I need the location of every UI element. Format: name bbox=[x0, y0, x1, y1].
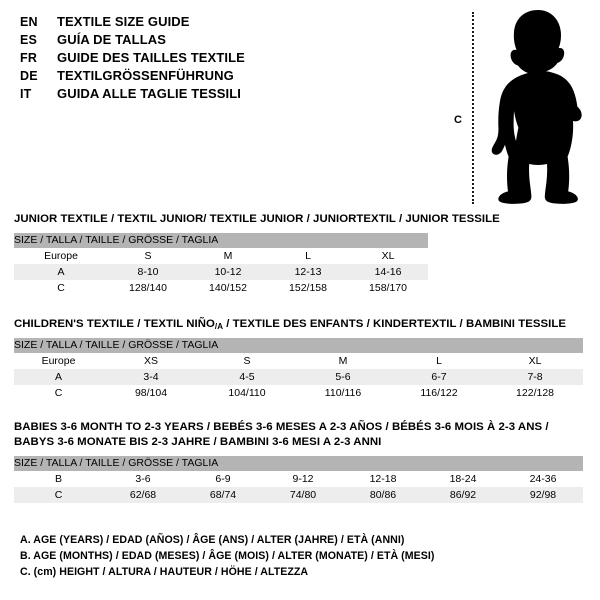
language-title-list: EN TEXTILE SIZE GUIDE ES GUÍA DE TALLAS … bbox=[20, 14, 420, 104]
babies-section-title-line1: BABIES 3-6 MONTH TO 2-3 YEARS / BEBÉS 3-… bbox=[14, 421, 549, 433]
row-label: C bbox=[14, 385, 103, 401]
table-row: C 62/68 68/74 74/80 80/86 86/92 92/98 bbox=[14, 487, 584, 503]
table-cell: 9-12 bbox=[263, 471, 343, 487]
legend-item-a: A. AGE (YEARS) / EDAD (AÑOS) / ÂGE (ANS)… bbox=[20, 534, 405, 546]
table-row: C 128/140 140/152 152/158 158/170 bbox=[14, 280, 429, 296]
table-cell: 62/68 bbox=[103, 487, 183, 503]
language-title: GUIDE DES TAILLES TEXTILE bbox=[57, 50, 245, 65]
language-code: ES bbox=[20, 33, 38, 47]
table-cell: XL bbox=[487, 353, 584, 369]
language-row-fr: FR GUIDE DES TAILLES TEXTILE bbox=[20, 50, 420, 68]
babies-textile-section: BABIES 3-6 MONTH TO 2-3 YEARS / BEBÉS 3-… bbox=[14, 420, 584, 503]
table-cell: 104/110 bbox=[199, 385, 295, 401]
dotted-height-line-icon bbox=[472, 12, 474, 204]
junior-section-title: JUNIOR TEXTILE / TEXTIL JUNIOR/ TEXTILE … bbox=[14, 213, 500, 225]
legend-item-b: B. AGE (MONTHS) / EDAD (MESES) / ÂGE (MO… bbox=[20, 550, 435, 562]
table-cell: XS bbox=[103, 353, 199, 369]
table-cell: 86/92 bbox=[423, 487, 503, 503]
height-measure-label: C bbox=[454, 114, 462, 126]
junior-size-table: SIZE / TALLA / TAILLE / GRÖSSE / TAGLIA … bbox=[14, 233, 429, 296]
babies-section-title-line2: BABYS 3-6 MONATE BIS 2-3 JAHRE / BAMBINI… bbox=[14, 436, 382, 448]
table-cell: 24-36 bbox=[503, 471, 584, 487]
table-cell: 74/80 bbox=[263, 487, 343, 503]
language-code: DE bbox=[20, 69, 38, 83]
size-band-label: SIZE / TALLA / TAILLE / GRÖSSE / TAGLIA bbox=[14, 338, 584, 353]
table-cell: XL bbox=[348, 248, 429, 264]
table-cell: 3-6 bbox=[103, 471, 183, 487]
table-cell: L bbox=[391, 353, 487, 369]
table-cell: 98/104 bbox=[103, 385, 199, 401]
table-row: A 3-4 4-5 5-6 6-7 7-8 bbox=[14, 369, 584, 385]
table-band-row: SIZE / TALLA / TAILLE / GRÖSSE / TAGLIA bbox=[14, 338, 584, 353]
language-title: TEXTILE SIZE GUIDE bbox=[57, 14, 190, 29]
table-cell: S bbox=[199, 353, 295, 369]
row-label: C bbox=[14, 280, 108, 296]
babies-size-table: SIZE / TALLA / TAILLE / GRÖSSE / TAGLIA … bbox=[14, 456, 584, 503]
table-cell: 12-13 bbox=[268, 264, 348, 280]
table-cell: 80/86 bbox=[343, 487, 423, 503]
table-cell: 116/122 bbox=[391, 385, 487, 401]
table-row: Europe S M L XL bbox=[14, 248, 429, 264]
table-cell: 6-7 bbox=[391, 369, 487, 385]
children-title-subscript: /A bbox=[214, 322, 224, 331]
children-title-pre: CHILDREN'S TEXTILE / TEXTIL NIÑO bbox=[14, 318, 215, 330]
table-cell: 128/140 bbox=[108, 280, 188, 296]
table-row: B 3-6 6-9 9-12 12-18 18-24 24-36 bbox=[14, 471, 584, 487]
table-cell: S bbox=[108, 248, 188, 264]
language-row-en: EN TEXTILE SIZE GUIDE bbox=[20, 14, 420, 32]
table-cell: 12-18 bbox=[343, 471, 423, 487]
children-textile-section: CHILDREN'S TEXTILE / TEXTIL NIÑO/A / TEX… bbox=[14, 317, 584, 401]
row-label: Europe bbox=[14, 353, 103, 369]
table-cell: 92/98 bbox=[503, 487, 584, 503]
language-row-it: IT GUIDA ALLE TAGLIE TESSILI bbox=[20, 86, 420, 104]
language-row-es: ES GUÍA DE TALLAS bbox=[20, 32, 420, 50]
size-band-label: SIZE / TALLA / TAILLE / GRÖSSE / TAGLIA bbox=[14, 233, 429, 248]
table-cell: L bbox=[268, 248, 348, 264]
size-band-label: SIZE / TALLA / TAILLE / GRÖSSE / TAGLIA bbox=[14, 456, 584, 471]
table-cell: M bbox=[295, 353, 391, 369]
children-section-title: CHILDREN'S TEXTILE / TEXTIL NIÑO/A / TEX… bbox=[14, 317, 583, 332]
table-cell: 8-10 bbox=[108, 264, 188, 280]
table-row: C 98/104 104/110 110/116 116/122 122/128 bbox=[14, 385, 584, 401]
table-cell: 14-16 bbox=[348, 264, 429, 280]
table-cell: 7-8 bbox=[487, 369, 584, 385]
children-size-table: SIZE / TALLA / TAILLE / GRÖSSE / TAGLIA … bbox=[14, 338, 584, 401]
table-band-row: SIZE / TALLA / TAILLE / GRÖSSE / TAGLIA bbox=[14, 233, 429, 248]
language-code: IT bbox=[20, 87, 32, 101]
table-band-row: SIZE / TALLA / TAILLE / GRÖSSE / TAGLIA bbox=[14, 456, 584, 471]
table-cell: 158/170 bbox=[348, 280, 429, 296]
table-cell: 68/74 bbox=[183, 487, 263, 503]
height-illustration: C bbox=[440, 6, 595, 206]
table-cell: 5-6 bbox=[295, 369, 391, 385]
table-row: A 8-10 10-12 12-13 14-16 bbox=[14, 264, 429, 280]
row-label: A bbox=[14, 264, 108, 280]
row-label: C bbox=[14, 487, 103, 503]
language-title: GUIDA ALLE TAGLIE TESSILI bbox=[57, 86, 242, 101]
language-code: EN bbox=[20, 15, 38, 29]
table-cell: 152/158 bbox=[268, 280, 348, 296]
children-title-post: / TEXTILE DES ENFANTS / KINDERTEXTIL / B… bbox=[223, 318, 567, 330]
table-cell: M bbox=[188, 248, 268, 264]
row-label: Europe bbox=[14, 248, 108, 264]
legend-item-c: C. (cm) HEIGHT / ALTURA / HAUTEUR / HÖHE… bbox=[20, 566, 309, 578]
table-cell: 122/128 bbox=[487, 385, 584, 401]
language-row-de: DE TEXTILGRÖSSENFÜHRUNG bbox=[20, 68, 420, 86]
measurement-legend: A. AGE (YEARS) / EDAD (AÑOS) / ÂGE (ANS)… bbox=[20, 532, 434, 580]
table-cell: 10-12 bbox=[188, 264, 268, 280]
table-cell: 140/152 bbox=[188, 280, 268, 296]
junior-textile-section: JUNIOR TEXTILE / TEXTIL JUNIOR/ TEXTILE … bbox=[14, 212, 500, 296]
table-cell: 18-24 bbox=[423, 471, 503, 487]
language-title: TEXTILGRÖSSENFÜHRUNG bbox=[57, 68, 234, 83]
row-label: A bbox=[14, 369, 103, 385]
table-row: Europe XS S M L XL bbox=[14, 353, 584, 369]
table-cell: 4-5 bbox=[199, 369, 295, 385]
language-code: FR bbox=[20, 51, 38, 65]
table-cell: 6-9 bbox=[183, 471, 263, 487]
row-label: B bbox=[14, 471, 103, 487]
table-cell: 3-4 bbox=[103, 369, 199, 385]
child-silhouette-icon bbox=[491, 10, 582, 204]
language-title: GUÍA DE TALLAS bbox=[57, 32, 167, 47]
table-cell: 110/116 bbox=[295, 385, 391, 401]
